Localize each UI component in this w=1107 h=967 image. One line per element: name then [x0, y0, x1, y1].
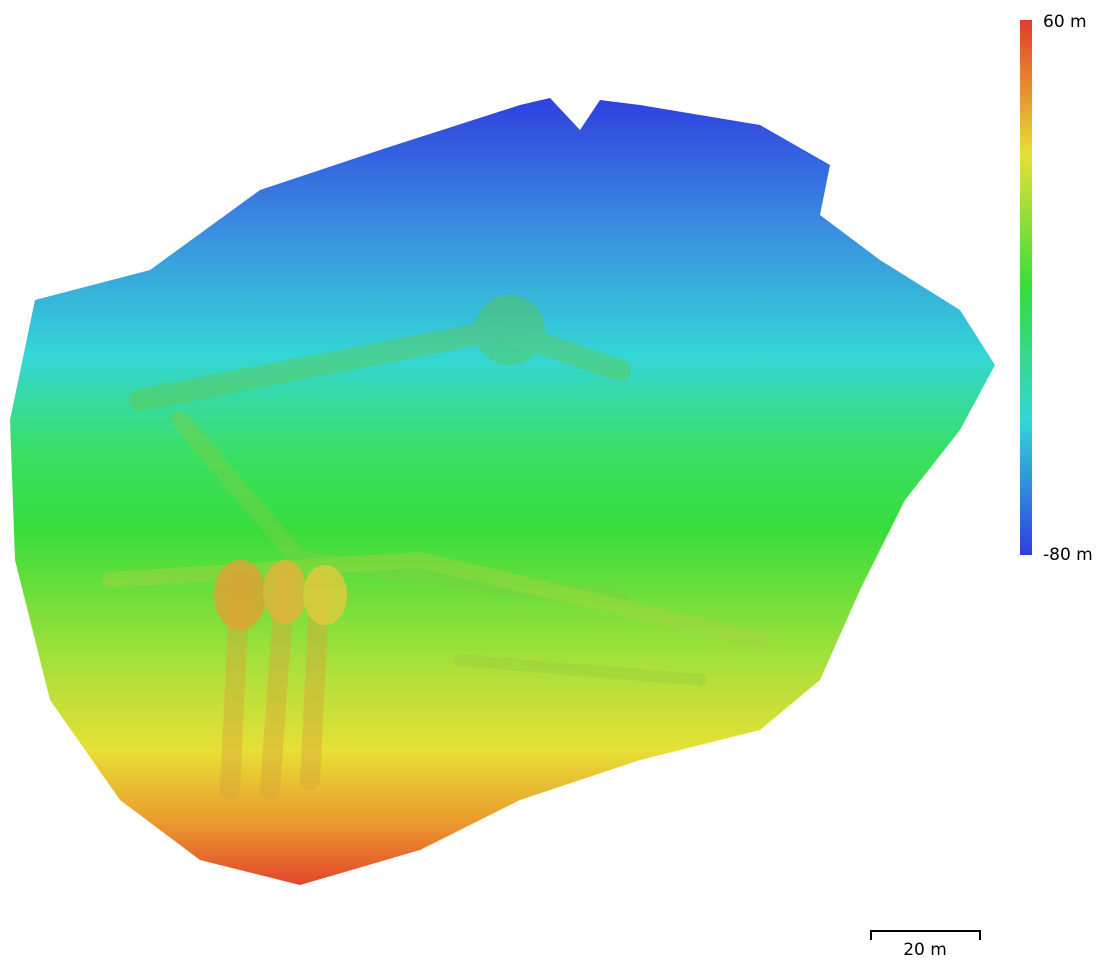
colorbar [1020, 20, 1032, 555]
colorbar-min-label: -80 m [1043, 545, 1093, 565]
structures-highlight [214, 560, 347, 630]
structures [102, 295, 768, 800]
scale-bar [870, 930, 981, 940]
scale-bar-label: 20 m [903, 940, 947, 960]
elevation-surface [10, 98, 995, 885]
colorbar-max-label: 60 m [1043, 12, 1087, 32]
